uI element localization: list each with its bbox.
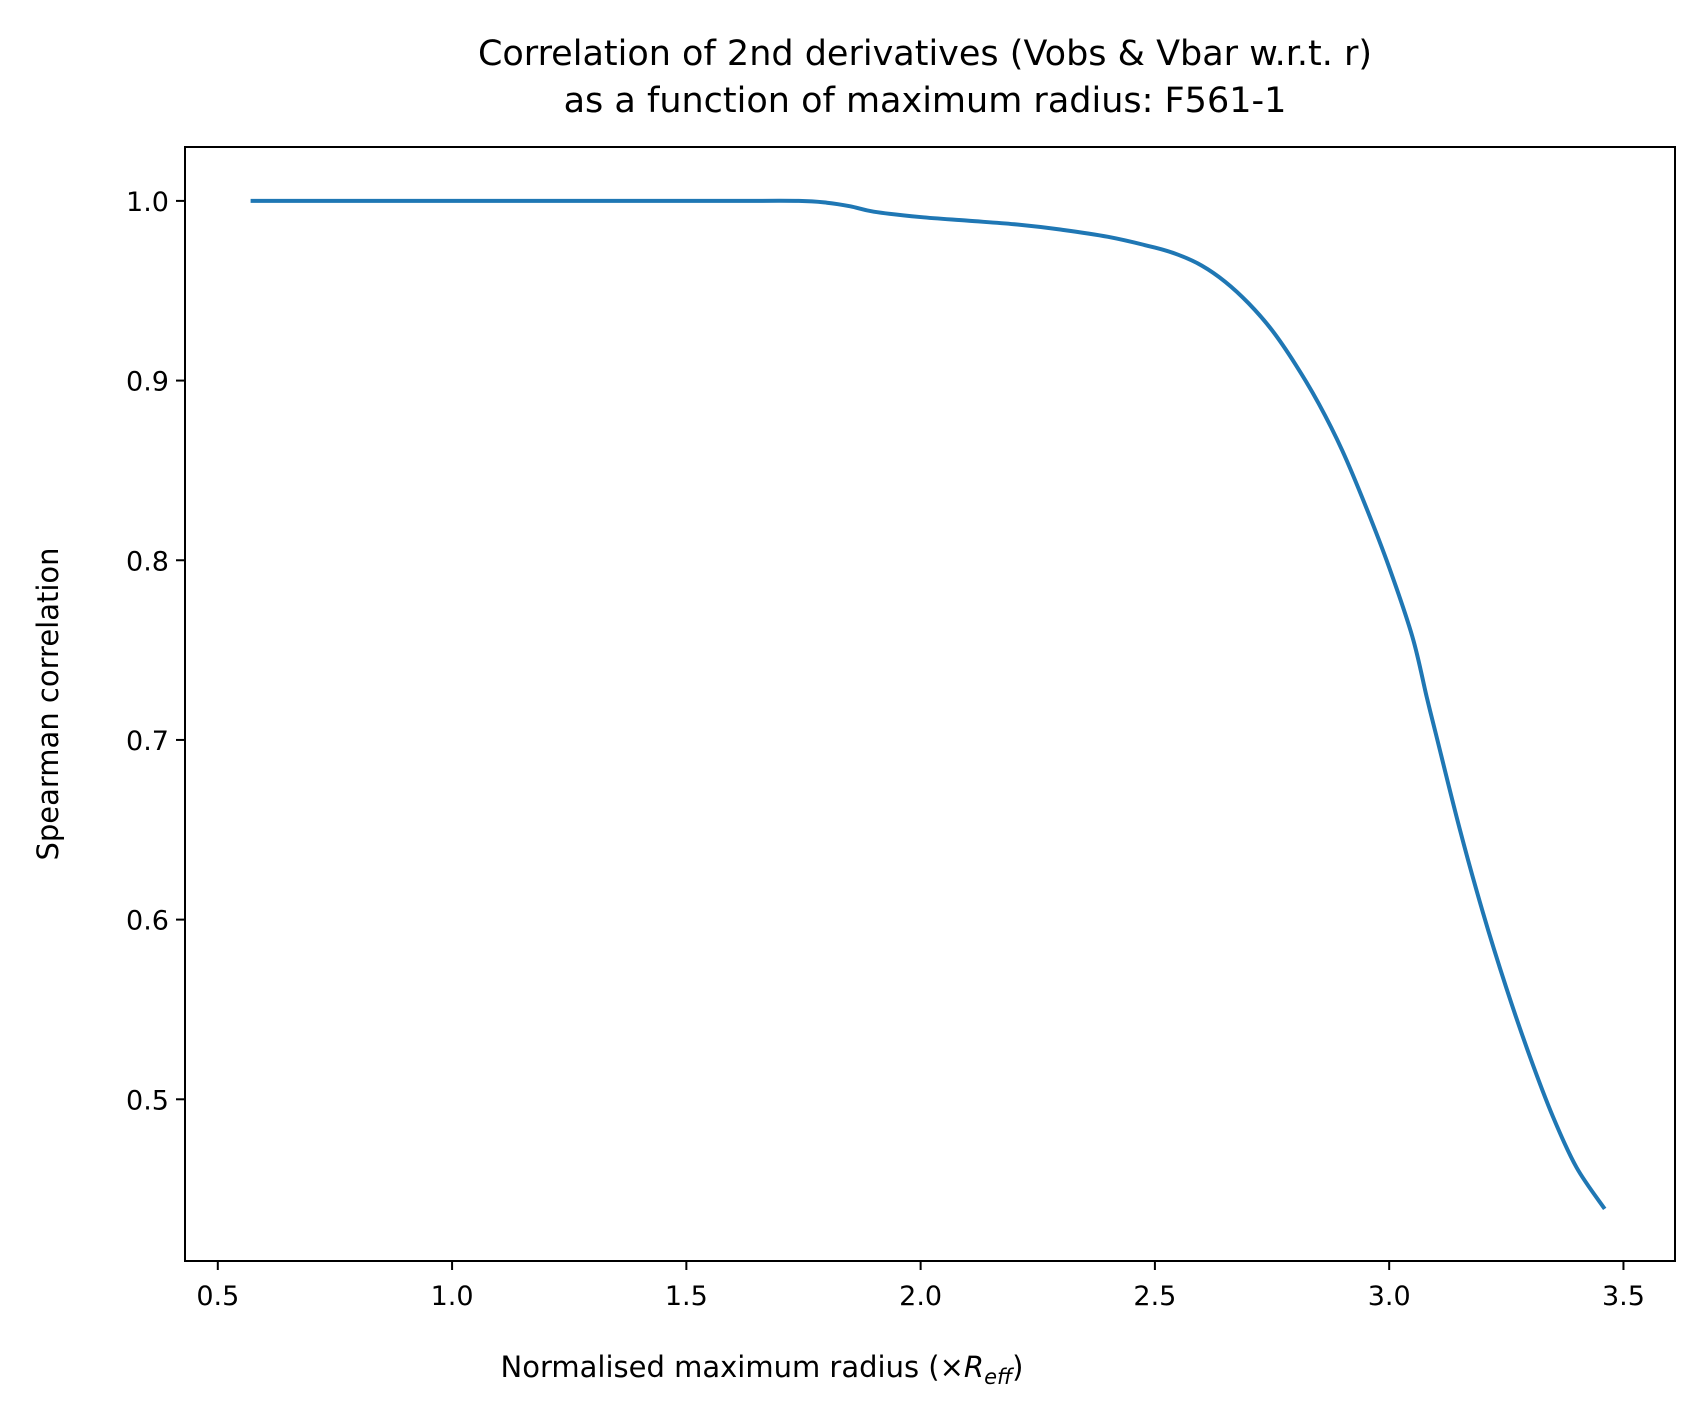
chart-title-line-1: Correlation of 2nd derivatives (Vobs & V… <box>478 34 1372 74</box>
plot-frame <box>184 146 1676 1262</box>
chart-title-line-2: as a function of maximum radius: F561-1 <box>564 81 1287 121</box>
x-tick-label: 3.0 <box>1368 1281 1411 1312</box>
y-tick-label: 0.5 <box>126 1085 169 1116</box>
x-tick-label: 2.5 <box>1133 1281 1176 1312</box>
x-axis-ticks: 0.5 1.0 1.5 2.0 2.5 3.0 3.5 <box>196 1261 1645 1312</box>
x-tick-label: 2.0 <box>899 1281 942 1312</box>
x-tick-label: 3.5 <box>1602 1281 1645 1312</box>
x-tick-label: 1.5 <box>665 1281 708 1312</box>
x-tick-label: 0.5 <box>196 1281 239 1312</box>
y-tick-label: 0.7 <box>126 726 169 757</box>
x-axis-label-subscript: eff <box>984 1365 1015 1389</box>
series-line <box>250 198 1607 1211</box>
x-axis-label-math: R <box>964 1350 984 1384</box>
x-axis-label-prefix: Normalised maximum radius (× <box>501 1350 964 1384</box>
y-axis-label: Spearman correlation <box>31 547 65 860</box>
x-tick-label: 1.0 <box>431 1281 474 1312</box>
y-tick-label: 0.9 <box>126 367 169 398</box>
y-axis-ticks: 0.5 0.6 0.7 0.8 0.9 1.0 <box>126 187 185 1116</box>
y-tick-label: 0.8 <box>126 546 169 577</box>
x-axis-label-suffix: ) <box>1012 1350 1023 1384</box>
x-axis-label: Normalised maximum radius (×Reff) <box>501 1350 1024 1389</box>
y-tick-label: 1.0 <box>126 187 169 218</box>
y-tick-label: 0.6 <box>126 906 169 937</box>
